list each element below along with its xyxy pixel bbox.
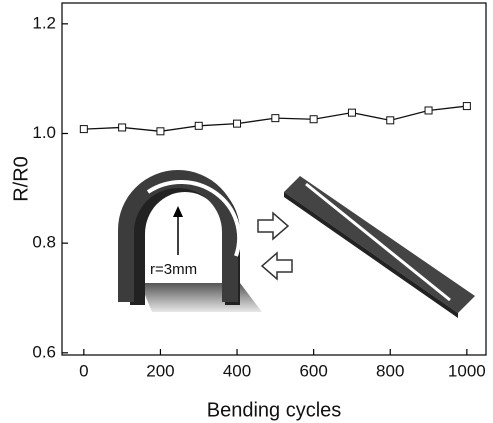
strip-side xyxy=(284,192,458,318)
data-point xyxy=(424,106,433,115)
data-point xyxy=(347,108,356,117)
data-point xyxy=(271,114,280,123)
x-tick-label: 0 xyxy=(79,361,88,380)
y-tick-label: 1.0 xyxy=(32,123,56,142)
data-point xyxy=(309,115,318,124)
x-tick-label: 800 xyxy=(376,361,404,380)
arrow-right xyxy=(257,211,290,241)
inset-illustration: r=3mm xyxy=(118,170,475,318)
data-point xyxy=(233,119,242,128)
plot-frame xyxy=(61,2,487,356)
data-point xyxy=(386,116,395,125)
y-tick-label: 0.6 xyxy=(32,342,56,361)
annotation: r=3mm xyxy=(150,261,197,278)
arch xyxy=(118,170,238,302)
x-tick-label: 400 xyxy=(223,361,251,380)
y-tick-label: 0.8 xyxy=(32,233,56,252)
x-axis-label: Bending cycles xyxy=(207,399,342,421)
arch-stripe xyxy=(146,180,242,257)
y-tick-label: 1.2 xyxy=(32,13,56,32)
shadow xyxy=(140,283,262,312)
data-point xyxy=(118,123,127,132)
data-point xyxy=(194,121,203,130)
data-point xyxy=(79,125,88,134)
x-tick-label: 200 xyxy=(146,361,174,380)
data-point xyxy=(156,127,165,136)
y-axis-label: R/R0 xyxy=(10,156,32,202)
data-point xyxy=(462,102,471,111)
arrow-left xyxy=(260,251,293,281)
x-tick-label: 1000 xyxy=(448,361,486,380)
arrow-head xyxy=(173,206,183,217)
x-tick-label: 600 xyxy=(299,361,327,380)
strip-stripe xyxy=(305,182,451,302)
